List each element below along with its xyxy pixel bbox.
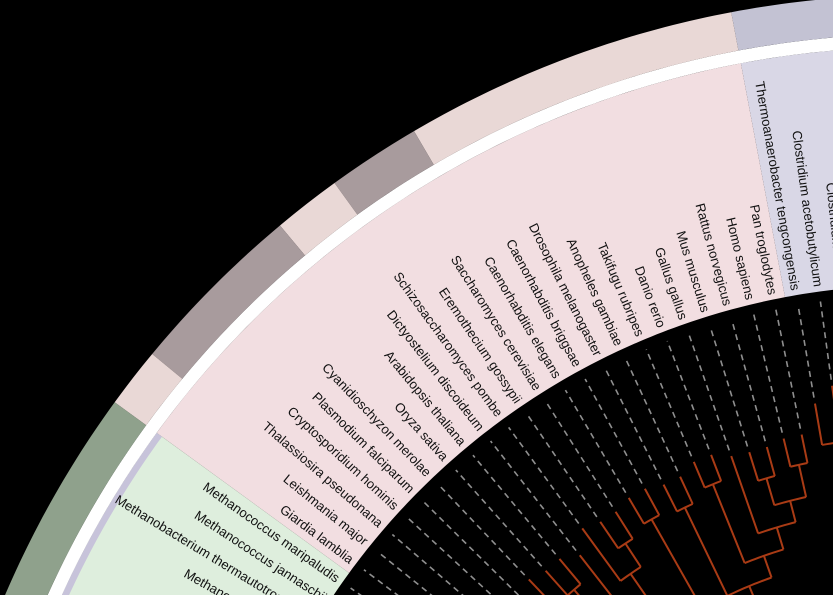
leaf-guide-dashed-line bbox=[797, 304, 815, 398]
tree-branch bbox=[650, 518, 696, 595]
tree-branch bbox=[711, 483, 746, 564]
leaf-guide-dashed-line bbox=[730, 319, 766, 442]
leaf-guide-dashed-line bbox=[645, 349, 693, 457]
leaf-guide-dashed-line bbox=[406, 517, 493, 595]
leaf-guide-dashed-line bbox=[709, 325, 749, 447]
leaf-guide-dashed-line bbox=[422, 500, 520, 595]
leaf-guide-dashed-line bbox=[564, 389, 627, 494]
tree-branch bbox=[813, 403, 824, 446]
tree-branch bbox=[762, 555, 773, 578]
leaf-guide-dashed-line bbox=[508, 426, 580, 524]
outer-ring-segment-0 bbox=[731, 0, 833, 51]
leaf-guide-dashed-line bbox=[584, 378, 643, 484]
tree-branch bbox=[662, 484, 678, 512]
tree-branch bbox=[683, 507, 729, 595]
tree-branch bbox=[573, 589, 580, 595]
tree-branch bbox=[627, 497, 645, 525]
outer-ring-segment-1 bbox=[414, 12, 739, 165]
leaf-guide-dashed-line bbox=[391, 533, 464, 595]
leaf-guide-dashed-line bbox=[666, 340, 710, 450]
tree-branch bbox=[558, 558, 582, 585]
taxon-band-eukaryota bbox=[156, 63, 786, 573]
outer-ring-segment-3 bbox=[279, 183, 358, 256]
leaf-guide-dashed-line bbox=[472, 454, 557, 555]
tree-branch bbox=[629, 573, 647, 595]
tree-branch bbox=[528, 578, 545, 595]
tree-branch bbox=[797, 464, 808, 498]
taxon-band-bacteria bbox=[740, 50, 833, 298]
outer-ring-segment-4 bbox=[152, 225, 305, 379]
tree-branch bbox=[800, 434, 809, 464]
leaf-guide-dashed-line bbox=[455, 469, 543, 567]
leaf-guide-dashed-line bbox=[489, 440, 577, 552]
tree-branch bbox=[624, 542, 642, 568]
tree-branch bbox=[692, 461, 706, 489]
tree-branch bbox=[748, 585, 755, 595]
tree-branch bbox=[775, 527, 785, 550]
tree-branch bbox=[599, 521, 620, 549]
tree-branch bbox=[730, 455, 760, 534]
tree-branch bbox=[710, 454, 723, 482]
tree-branch bbox=[782, 438, 792, 468]
outer-ring-segment-6 bbox=[5, 402, 147, 595]
tree-branch bbox=[789, 500, 797, 523]
tree-connector-arc bbox=[566, 583, 582, 595]
tree-branch bbox=[644, 488, 661, 516]
tree-branch bbox=[679, 476, 694, 505]
inner-lavender-arc bbox=[61, 432, 162, 595]
outer-ring-segment-5 bbox=[114, 353, 183, 426]
tree-connector-arc bbox=[821, 442, 833, 446]
tree-connector-arc bbox=[643, 514, 660, 525]
tree-branch bbox=[544, 570, 569, 595]
tree-branch bbox=[748, 451, 760, 482]
leaf-guide-dashed-line bbox=[363, 569, 399, 595]
tree-branch bbox=[614, 511, 634, 540]
tree-branch bbox=[765, 478, 776, 506]
tree-branch bbox=[765, 446, 776, 477]
tree-branch bbox=[578, 554, 613, 595]
outer-ring-segment-2 bbox=[334, 131, 434, 215]
leaf-guide-dashed-line bbox=[819, 301, 833, 380]
tree-branch bbox=[581, 527, 622, 582]
tree-connector-arc bbox=[617, 537, 634, 550]
